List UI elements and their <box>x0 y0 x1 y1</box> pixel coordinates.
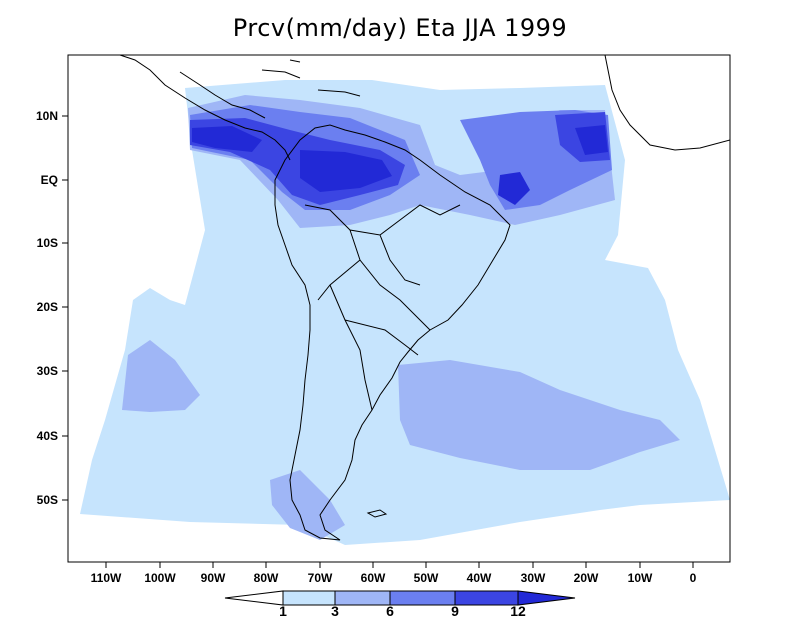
longitude-axis: 110W 100W 90W 80W 70W 60W 50W 40W 30W 20W 10W 0 <box>91 562 697 585</box>
lon-tick-label: 80W <box>254 571 279 585</box>
precip-band-3-6-patagonia <box>270 470 345 540</box>
colorbar-label: 3 <box>331 603 339 618</box>
caribbean-islands <box>261 59 361 97</box>
colorbar-label: 1 <box>279 603 287 618</box>
precipitation-shading <box>80 80 730 545</box>
central-america-coastline <box>119 55 291 161</box>
precip-band-3-6-pacific <box>122 340 200 412</box>
lat-tick-label: 20S <box>37 300 58 314</box>
lat-tick-label: 10N <box>36 109 58 123</box>
lat-tick-label: 40S <box>37 429 58 443</box>
coastlines <box>119 55 730 541</box>
precip-band-3-6-atlantic <box>398 360 680 470</box>
colorbar-segment <box>282 590 336 606</box>
colorbar-label: 12 <box>510 603 526 618</box>
colorbar-label: 6 <box>386 603 394 618</box>
colorbar-label: 9 <box>451 603 459 618</box>
lon-tick-label: 20W <box>574 571 599 585</box>
colorbar-segment <box>224 590 284 606</box>
map-frame <box>67 54 731 563</box>
precip-band-12-plus-atlantic <box>498 172 530 205</box>
colorbar-segment <box>454 590 519 606</box>
map-title: Prcv(mm/day) Eta JJA 1999 <box>232 14 568 42</box>
lon-tick-label: 70W <box>308 571 333 585</box>
lon-tick-label: 110W <box>91 571 122 585</box>
lon-tick-label: 100W <box>144 571 176 585</box>
lon-tick-label: 40W <box>467 571 492 585</box>
lat-tick-label: 10S <box>37 236 58 250</box>
lat-tick-label: EQ <box>41 173 58 187</box>
country-borders <box>304 204 461 411</box>
colorbar: 1 3 6 9 12 <box>224 590 576 618</box>
lon-tick-label: 60W <box>361 571 386 585</box>
south-america-coastline <box>274 124 511 541</box>
precip-band-12-plus-amazon <box>300 150 392 192</box>
lat-tick-label: 50S <box>37 493 58 507</box>
lon-tick-label: 90W <box>201 571 226 585</box>
lon-tick-label: 0 <box>690 571 697 585</box>
latitude-axis: 10N EQ 10S 20S 30S 40S 50S <box>36 109 68 507</box>
falkland-islands <box>366 509 388 518</box>
africa-coastline <box>604 55 730 151</box>
colorbar-segment <box>517 590 576 606</box>
lon-tick-label: 10W <box>628 571 653 585</box>
colorbar-segment <box>334 590 391 606</box>
precip-band-12-plus-gulf-guinea <box>575 125 608 155</box>
precip-band-12-plus-pacific <box>192 126 262 152</box>
colorbar-segment <box>389 590 456 606</box>
lat-tick-label: 30S <box>37 364 58 378</box>
lon-tick-label: 50W <box>414 571 439 585</box>
lon-tick-label: 30W <box>521 571 546 585</box>
